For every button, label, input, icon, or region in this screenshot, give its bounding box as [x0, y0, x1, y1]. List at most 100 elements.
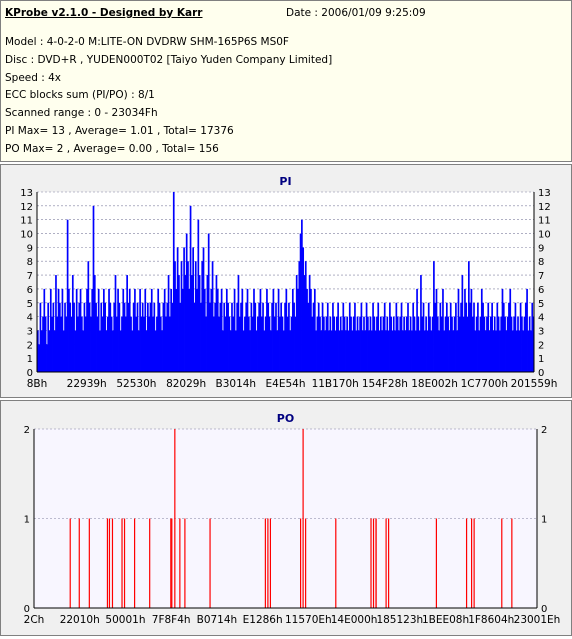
pi-bar: [131, 330, 134, 372]
pi-x-tick: 1C7700h: [461, 378, 508, 390]
pi-bar: [215, 275, 218, 372]
pi-bar: [289, 330, 292, 372]
pi-bar: [207, 233, 210, 372]
pi-bar: [159, 316, 162, 372]
pi-bar: [471, 316, 474, 372]
pi-bar: [209, 302, 211, 372]
pi-bar: [294, 316, 297, 372]
pi-bar: [197, 219, 200, 372]
pi-bar: [156, 316, 158, 372]
pi-y-tick-right: 9: [538, 243, 544, 254]
pi-bar: [237, 275, 240, 372]
pi-bar: [321, 302, 324, 372]
pi-bar: [444, 316, 447, 372]
pi-bar: [53, 330, 56, 372]
pi-bar: [412, 302, 415, 372]
pi-bar: [363, 316, 365, 372]
po-x-tick: 50001h: [105, 614, 145, 626]
pi-bar: [469, 302, 471, 372]
pi-bar: [434, 302, 437, 372]
pi-bar: [478, 330, 481, 372]
pi-bar: [445, 302, 448, 372]
pi-bar: [268, 316, 271, 372]
pi-bar: [263, 330, 266, 372]
pi-bar: [277, 288, 280, 372]
pi-bar: [475, 316, 478, 372]
pi-bar: [126, 275, 128, 372]
pi-bar: [258, 302, 261, 372]
pi-bar: [257, 316, 259, 372]
po-x-tick: 11570Eh: [285, 614, 332, 626]
pi-bar: [172, 192, 175, 372]
pi-x-tick: 22939h: [67, 378, 107, 390]
pi-bar: [329, 316, 332, 372]
pi-bar: [276, 330, 279, 372]
pi-bar: [523, 316, 526, 372]
pi-bar: [325, 316, 328, 372]
pi-bar: [514, 302, 517, 372]
pi-bar: [299, 233, 302, 372]
po-y-tick-left: 0: [24, 604, 30, 615]
pi-bar: [460, 302, 462, 372]
pi-bar: [194, 261, 197, 372]
pi-y-tick-left: 6: [27, 285, 33, 296]
pi-bar: [381, 330, 383, 372]
pi-bar: [148, 316, 150, 372]
pi-bar: [484, 330, 487, 372]
pi-bar: [308, 275, 311, 372]
pi-bar: [369, 316, 372, 372]
pi-bar: [479, 316, 482, 372]
pi-bar: [337, 302, 339, 372]
pi-bar: [165, 316, 167, 372]
pi-bar: [315, 330, 317, 372]
pi-bar: [229, 330, 232, 372]
pi-bar: [425, 316, 427, 372]
pi-bar: [447, 316, 449, 372]
pi-bar: [123, 302, 126, 372]
pi-bar: [526, 288, 528, 372]
pi-bar: [505, 330, 508, 372]
pi-y-tick-right: 2: [538, 340, 544, 351]
pi-bar: [81, 316, 83, 372]
pi-bar: [513, 316, 515, 372]
pi-bar: [236, 302, 239, 372]
pi-bar: [143, 316, 145, 372]
pi-bar: [46, 344, 48, 372]
pi-bar: [52, 302, 55, 372]
info-po-stats: PO Max= 2 , Average= 0.00 , Total= 156: [5, 143, 219, 155]
po-x-tick: 2Ch: [24, 614, 45, 626]
pi-bar: [86, 288, 88, 372]
pi-y-tick-left: 2: [27, 340, 33, 351]
pi-bar: [188, 288, 191, 372]
pi-bar: [332, 302, 334, 372]
scan-date: Date : 2006/01/09 9:25:09: [286, 7, 426, 19]
pi-bar: [183, 247, 185, 372]
pi-bar: [474, 330, 477, 372]
pi-bar: [119, 330, 122, 372]
pi-bar: [246, 288, 249, 372]
pi-y-tick-left: 3: [27, 326, 33, 337]
po-chart: PO 0 0 1 1 2 2 2Ch 22010h 50001h 7F8F4h B0714h E1286…: [24, 412, 561, 626]
pi-bar: [394, 330, 396, 372]
pi-bar: [351, 330, 354, 372]
pi-bar: [68, 288, 70, 372]
pi-bar: [141, 302, 144, 372]
pi-bar: [421, 316, 424, 372]
pi-bar: [225, 288, 228, 372]
pi-bar: [99, 330, 101, 372]
pi-bar: [376, 316, 378, 372]
pi-y-tick-right: 11: [538, 216, 551, 227]
pi-bar: [462, 316, 465, 372]
pi-bar: [147, 302, 149, 372]
pi-y-tick-right: 5: [538, 299, 544, 310]
pi-y-tick-left: 4: [27, 313, 33, 324]
pi-y-tick-left: 13: [20, 188, 33, 199]
pi-bar: [47, 302, 50, 372]
pi-bar: [134, 288, 136, 372]
pi-bar: [223, 302, 226, 372]
pi-bar: [266, 288, 268, 372]
pi-bar: [333, 316, 336, 372]
pi-bar: [184, 275, 187, 372]
pi-bar: [153, 302, 156, 372]
pi-bar: [244, 316, 246, 372]
